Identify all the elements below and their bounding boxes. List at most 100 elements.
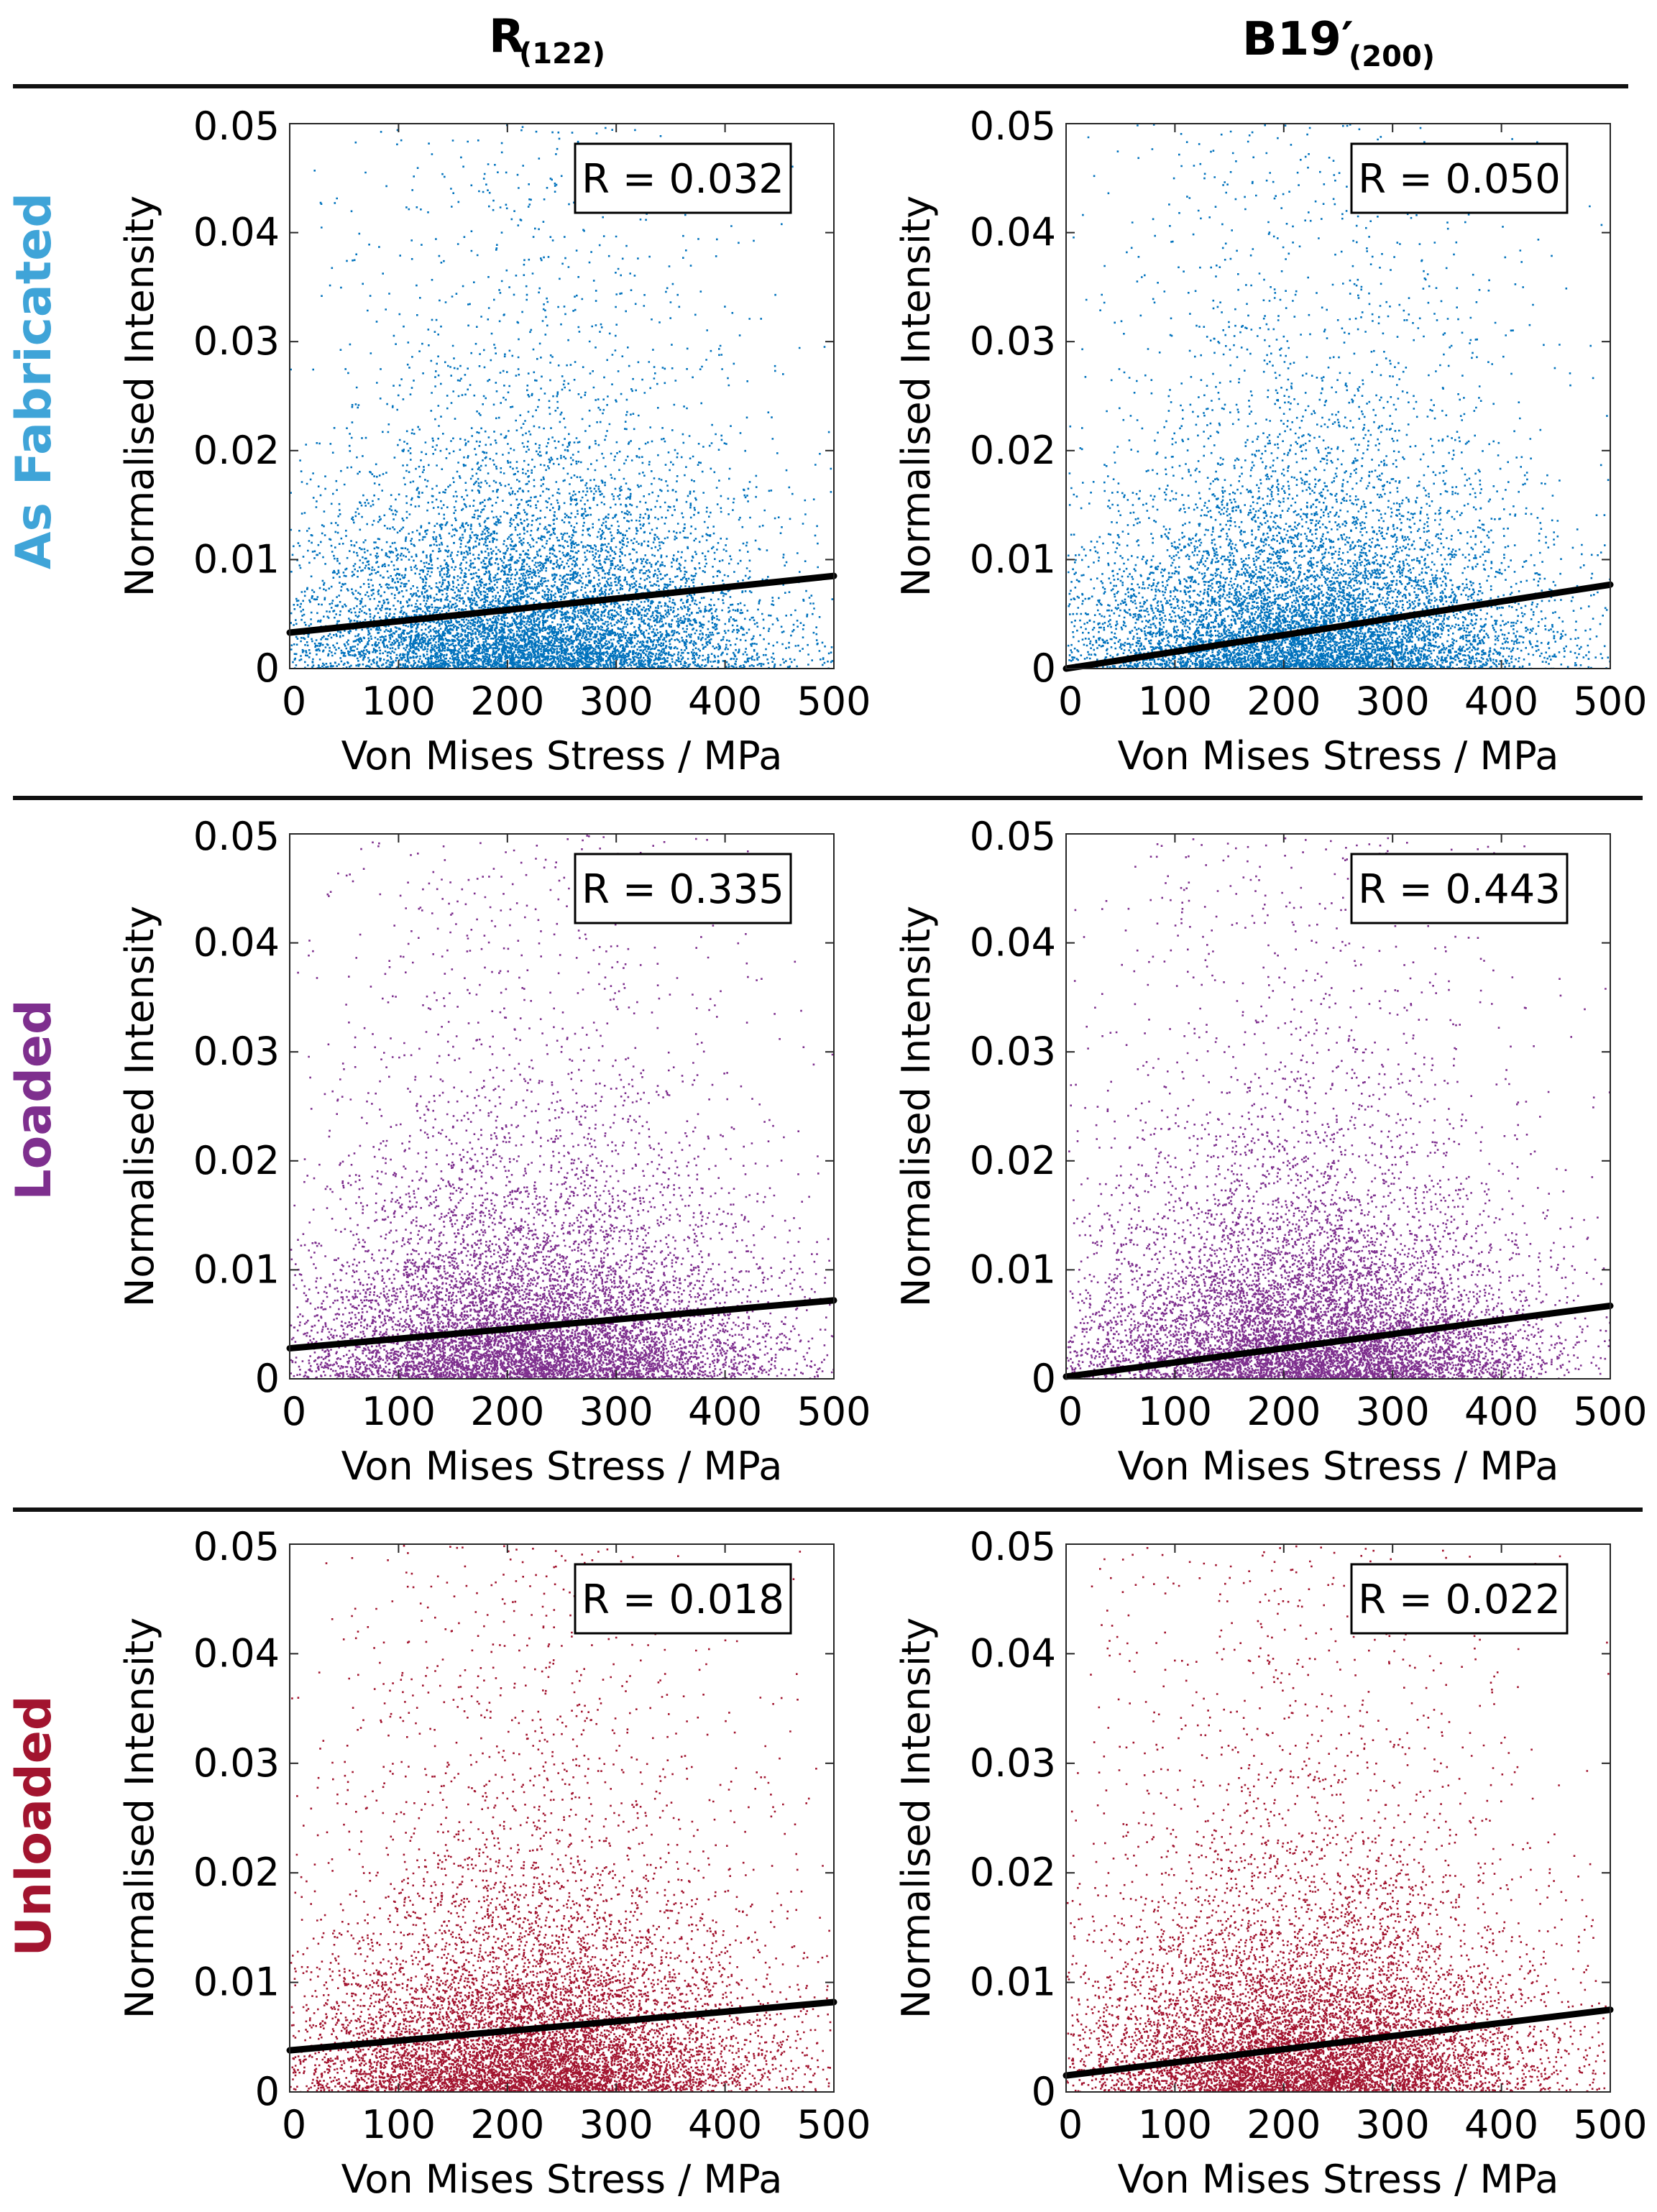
column-title-subscript: (122) [519,37,605,70]
x-tick-label: 500 [797,1389,871,1434]
y-tick-label: 0.02 [193,1850,280,1895]
y-tick-label: 0.03 [970,1740,1056,1786]
x-tick-label: 300 [1356,1389,1430,1434]
x-tick-label: 300 [1356,2102,1430,2147]
r-annotation-label: R = 0.050 [1358,156,1561,203]
y-axis-label: Normalised Intensity [894,906,939,1307]
y-axis-label: Normalised Intensity [894,1617,939,2019]
x-tick-label: 0 [1058,2102,1083,2147]
row-label-unloaded: Unloaded [6,1695,63,1956]
scatter-panel: 00.010.020.030.040.050 100 200 300 400 500Von… [117,1524,871,2202]
y-tick-label: 0.01 [193,536,280,582]
r-annotation-label: R = 0.032 [582,156,784,203]
x-tick-label: 400 [688,1389,762,1434]
y-tick-label: 0.05 [970,104,1056,149]
x-tick-label: 0 [282,2102,306,2147]
y-tick-label: 0.04 [193,1630,280,1676]
x-tick-label: 500 [1573,1389,1647,1434]
x-axis-label: Von Mises Stress / MPa [1118,733,1559,779]
x-axis-label: Von Mises Stress / MPa [1118,2157,1559,2202]
y-tick-label: 0.04 [193,210,280,255]
r-annotation-label: R = 0.443 [1358,866,1561,913]
x-tick-label: 0 [282,679,306,724]
x-tick-label: 300 [1356,679,1430,724]
x-tick-label: 200 [1247,2102,1321,2147]
y-tick-label: 0.05 [970,1524,1056,1569]
y-axis-label: Normalised Intensity [894,196,939,597]
scatter-panel: 0 0.01 0.02 0.03 0.04 0.05 0 100 200 300 400 500 Von… [894,104,1648,779]
x-axis-label: Von Mises Stress / MPa [341,1444,783,1489]
x-tick-label: 300 [579,1389,653,1434]
y-tick-label: 0.04 [970,1630,1056,1676]
y-tick-label: 0.01 [970,1960,1056,2005]
x-tick-label: 500 [1573,679,1647,724]
x-tick-label: 100 [1138,2102,1212,2147]
x-tick-label: 300 [579,679,653,724]
y-tick-label: 0.01 [193,1247,280,1292]
y-tick-label: 0.02 [193,1138,280,1183]
x-tick-label: 300 [579,2102,653,2147]
y-tick-label: 0 [1032,646,1056,691]
scatter-panel: 0 0.01 0.02 0.03 0.04 0.05 0 100 200 300 400 500 Von… [117,814,871,1489]
x-tick-label: 0 [282,1389,306,1434]
x-tick-label: 500 [797,679,871,724]
y-tick-label: 0.01 [970,1247,1056,1292]
x-axis-label: Von Mises Stress / MPa [1118,1444,1559,1489]
y-tick-label: 0 [255,2069,280,2114]
x-tick-label: 200 [470,2102,544,2147]
y-tick-label: 0.03 [193,1740,280,1786]
scatter-panel: 00.010.020.030.040.050 100 200 300 400 500Von… [894,1524,1648,2202]
column-title-b19: B19′ (200) [1242,13,1435,73]
x-tick-label: 400 [688,679,762,724]
x-tick-label: 100 [362,679,436,724]
y-tick-label: 0.03 [193,1029,280,1074]
x-tick-label: 0 [1058,1389,1083,1434]
scatter-panel: 00.010.020.030.040.050 100 200 300 400 500Von… [894,814,1648,1489]
x-tick-label: 400 [1464,2102,1538,2147]
y-axis-label: Normalised Intensity [117,1617,162,2019]
scatter-panel: 0 0.01 0.02 0.03 0.04 0.05 0 100 200 300 400 500 Von… [117,104,871,779]
y-tick-label: 0.02 [970,1138,1056,1183]
y-tick-label: 0 [1032,1356,1056,1401]
x-tick-label: 400 [688,2102,762,2147]
x-tick-label: 400 [1464,1389,1538,1434]
scatter-panels: 0 0.01 0.02 0.03 0.04 0.05 0 100 200 300 400 500 Von… [117,104,1648,2202]
y-tick-label: 0.03 [193,318,280,364]
column-title-r122: R (122) [489,10,605,70]
x-tick-label: 400 [1464,679,1538,724]
y-tick-label: 0.04 [970,920,1056,965]
r-annotation-label: R = 0.022 [1358,1577,1561,1623]
r-annotation-label: R = 0.018 [582,1577,784,1623]
x-tick-label: 200 [470,1389,544,1434]
y-axis-label: Normalised Intensity [117,906,162,1307]
x-tick-label: 200 [470,679,544,724]
y-tick-label: 0.05 [970,814,1056,859]
column-title-subscript: (200) [1349,40,1435,73]
x-tick-label: 500 [797,2102,871,2147]
y-tick-label: 0.04 [970,210,1056,255]
y-tick-label: 0.05 [193,104,280,149]
y-tick-label: 0.01 [970,536,1056,582]
r-annotation-label: R = 0.335 [582,866,784,913]
row-label-loaded: Loaded [6,999,63,1200]
x-tick-label: 100 [362,1389,436,1434]
row-label-as-fabricated: As Fabricated [6,193,63,569]
y-tick-label: 0 [255,1356,280,1401]
x-tick-label: 200 [1247,679,1321,724]
y-tick-label: 0.05 [193,814,280,859]
x-axis-label: Von Mises Stress / MPa [341,733,783,779]
y-tick-label: 0.04 [193,920,280,965]
y-tick-label: 0.02 [970,1850,1056,1895]
y-tick-label: 0.02 [970,428,1056,473]
x-tick-label: 0 [1058,679,1083,724]
x-tick-label: 500 [1573,2102,1647,2147]
column-title-main: B19′ [1242,13,1354,66]
y-tick-label: 0.03 [970,318,1056,364]
y-tick-label: 0.01 [193,1960,280,2005]
x-tick-label: 100 [1138,679,1212,724]
x-axis-label: Von Mises Stress / MPa [341,2157,783,2202]
y-tick-label: 0.02 [193,428,280,473]
x-tick-label: 200 [1247,1389,1321,1434]
y-tick-label: 0 [255,646,280,691]
